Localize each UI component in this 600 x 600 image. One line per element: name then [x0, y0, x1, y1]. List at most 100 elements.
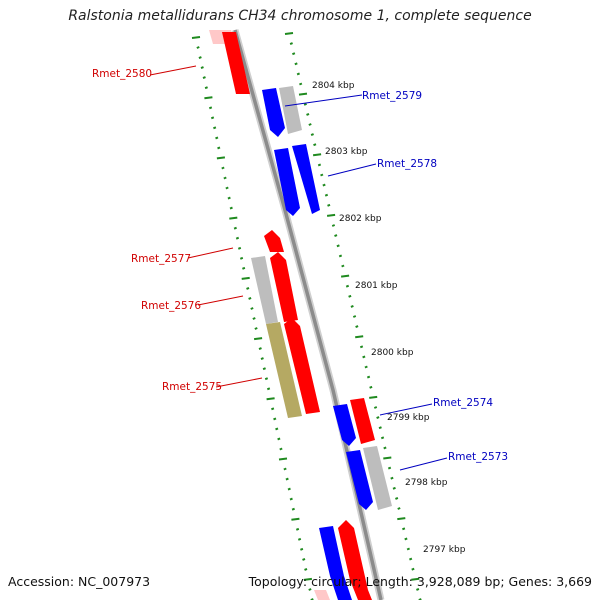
gene-rmet-2573[interactable] [363, 446, 392, 510]
tick-mark [260, 357, 264, 361]
tick-mark [348, 294, 352, 298]
tick-mark [359, 345, 364, 349]
tick-mark [397, 507, 401, 510]
tick-mark [334, 234, 338, 238]
tick-mark [289, 42, 293, 46]
kbp-label-2798: 2798 kbp [405, 478, 448, 488]
tick-mark [383, 446, 387, 450]
kbp-label-2799: 2799 kbp [387, 413, 430, 423]
label-rmet-2578[interactable]: Rmet_2578 [377, 158, 437, 170]
tick-mark [395, 496, 399, 500]
tick-mark [252, 317, 256, 320]
gene-rmet-2579-reverse[interactable] [262, 88, 285, 137]
tick-mark [300, 547, 304, 551]
tick-mark [350, 304, 354, 308]
tick-mark [392, 486, 396, 490]
kbp-label-2800: 2800 kbp [371, 348, 414, 358]
tick-mark [324, 193, 329, 197]
tick-mark [258, 347, 262, 351]
tick-mark [266, 387, 271, 391]
label-rmet-2575[interactable]: Rmet_2575 [162, 381, 222, 393]
tick-mark [266, 397, 275, 401]
label-rmet-2576[interactable]: Rmet_2576 [141, 300, 201, 312]
tick-mark [364, 365, 368, 369]
gene-bottom-faded [314, 590, 330, 600]
tick-mark [262, 367, 266, 371]
tick-mark [275, 427, 279, 431]
tick-mark [296, 72, 300, 76]
tick-mark [198, 56, 202, 60]
tick-mark [299, 82, 303, 86]
tick-mark [225, 186, 229, 190]
tick-mark [397, 517, 406, 521]
tick-mark [208, 106, 213, 110]
tick-mark [380, 436, 385, 440]
tick-mark [210, 116, 215, 120]
tick-mark [416, 587, 420, 591]
tick-mark [221, 166, 225, 170]
gene-rmet-2578-b[interactable] [292, 144, 320, 214]
tick-marks [191, 32, 422, 600]
gene-rmet-2579[interactable] [279, 86, 302, 134]
tick-mark [235, 236, 240, 240]
tick-mark [229, 206, 233, 210]
gene-rmet-2578-a[interactable] [274, 148, 300, 216]
accession-label: Accession: NC_007973 [8, 574, 151, 589]
tick-mark [402, 527, 406, 531]
tick-mark [390, 476, 394, 480]
gene-rmet-2576[interactable] [270, 252, 298, 322]
tick-mark [331, 224, 336, 227]
tick-mark [294, 62, 298, 66]
tick-mark [204, 86, 208, 90]
tick-mark [291, 507, 295, 511]
tick-mark [406, 547, 410, 551]
tick-mark [196, 46, 200, 49]
gene-bottom-forward[interactable] [338, 520, 372, 600]
kbp-label-2803: 2803 kbp [325, 147, 368, 157]
tick-mark [369, 395, 378, 399]
gene-rmet-2573-reverse[interactable] [346, 450, 373, 510]
tick-mark [229, 216, 238, 220]
tick-mark [387, 466, 392, 470]
tick-mark [369, 385, 373, 389]
tick-mark [250, 307, 254, 310]
gene-rmet-2577[interactable] [264, 230, 284, 252]
tick-mark [239, 256, 244, 260]
label-rmet-2577[interactable]: Rmet_2577 [131, 253, 191, 265]
tick-mark [279, 447, 283, 451]
label-rmet-2580[interactable]: Rmet_2580 [92, 68, 152, 80]
tick-mark [223, 176, 227, 180]
gene-rmet-2574[interactable] [350, 398, 375, 444]
tick-mark [306, 112, 310, 116]
gene-rmet-2574-reverse[interactable] [333, 404, 356, 446]
tick-mark [289, 497, 293, 501]
tick-mark [273, 417, 277, 421]
tick-mark [242, 266, 246, 270]
tick-mark [200, 66, 204, 70]
tick-mark [310, 133, 314, 137]
label-rmet-2574[interactable]: Rmet_2574 [433, 397, 493, 409]
tick-mark [303, 102, 307, 106]
tick-mark [217, 146, 221, 150]
label-rmet-2573[interactable]: Rmet_2573 [448, 451, 508, 463]
tick-mark [376, 416, 380, 420]
label-rmet-2579[interactable]: Rmet_2579 [362, 90, 422, 102]
genome-summary: Topology: circular; Length: 3,928,089 bp… [248, 574, 592, 589]
gene-rmet-2575-forward[interactable] [284, 318, 320, 414]
gene-rmet-2575[interactable] [266, 322, 302, 418]
tick-mark [297, 537, 302, 541]
gene-bottom-reverse[interactable] [319, 526, 352, 600]
tick-mark [237, 246, 242, 250]
tick-mark [215, 136, 219, 140]
tick-mark [338, 254, 343, 258]
tick-mark [345, 284, 350, 288]
tick-mark [352, 315, 357, 318]
gene-rmet-2576-other[interactable] [251, 256, 278, 324]
kbp-label-2797: 2797 kbp [423, 545, 466, 555]
tick-mark [327, 203, 331, 207]
tick-mark [366, 375, 371, 379]
gene-rmet-2580[interactable] [222, 32, 250, 94]
tick-mark [285, 477, 289, 481]
tick-mark [287, 487, 291, 491]
